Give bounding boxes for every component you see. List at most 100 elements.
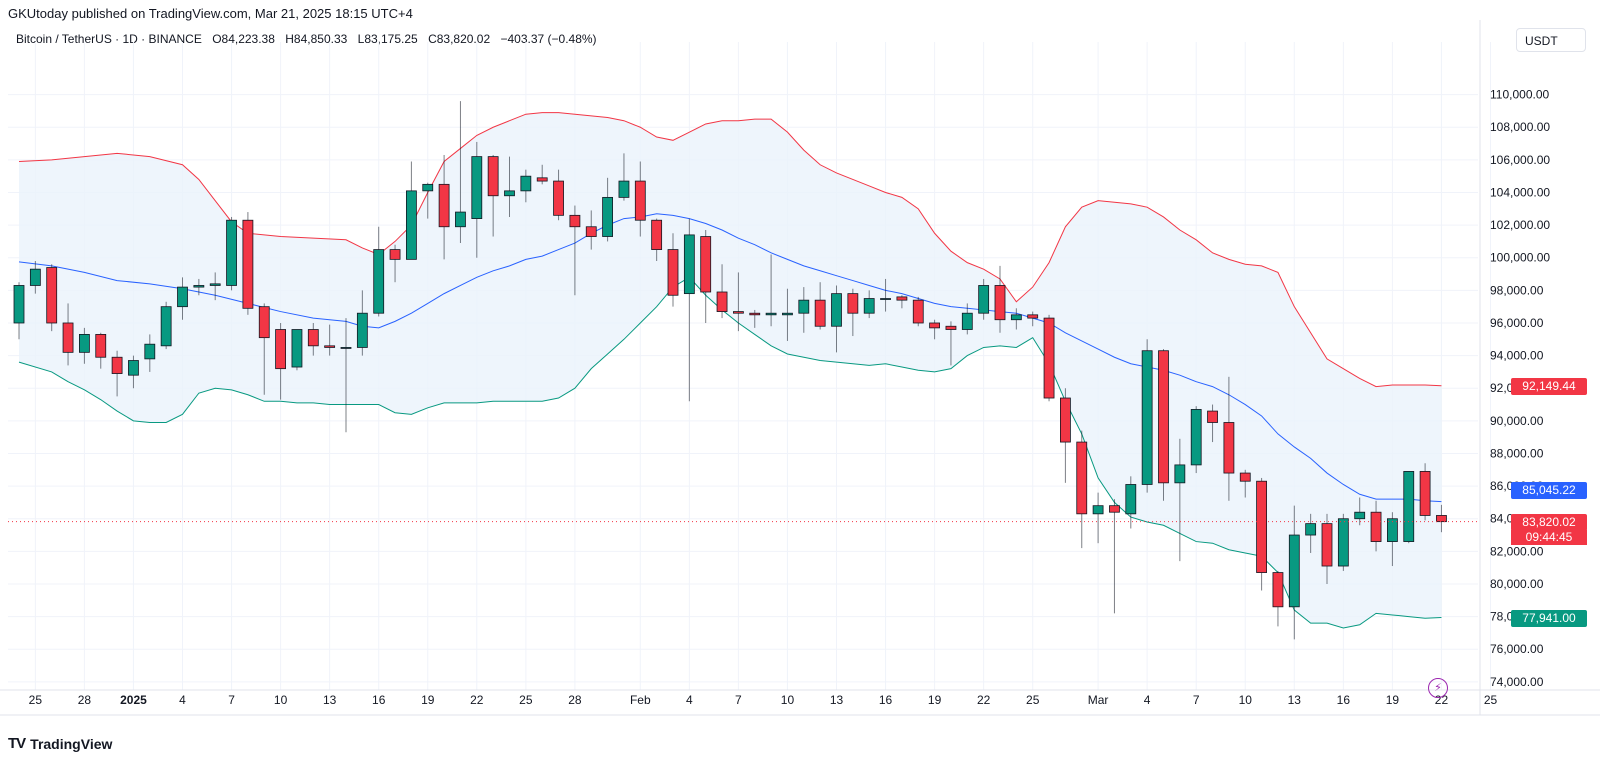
candle-body <box>733 311 744 314</box>
candle <box>29 261 41 294</box>
candle-body <box>782 312 793 316</box>
candle-body <box>1223 422 1235 474</box>
candle <box>340 318 352 433</box>
candle <box>716 264 728 319</box>
candle-body <box>1305 523 1317 536</box>
candle <box>1436 504 1447 533</box>
tradingview-brand[interactable]: TV TradingView <box>8 735 112 752</box>
candle-body <box>1256 480 1267 573</box>
candle-body <box>193 285 205 288</box>
x-tick-label: 28 <box>568 693 582 707</box>
candle-body <box>1076 441 1088 515</box>
candle <box>536 164 548 185</box>
candle-body <box>569 214 581 228</box>
candle <box>275 322 287 400</box>
candle <box>258 303 270 395</box>
ohlc-low: L83,175.25 <box>357 32 418 46</box>
candle-body <box>1043 317 1055 399</box>
candle <box>226 216 237 291</box>
candle-body <box>765 312 777 316</box>
symbol-legend[interactable]: Bitcoin / TetherUS · 1D · BINANCE O84,22… <box>16 32 604 46</box>
candle <box>847 288 859 337</box>
symbol-name[interactable]: Bitcoin / TetherUS · 1D · BINANCE <box>16 32 202 46</box>
candle <box>1190 406 1202 474</box>
x-tick-label: Feb <box>630 693 651 707</box>
currency-button[interactable]: USDT <box>1516 28 1586 52</box>
candle <box>831 285 842 353</box>
candle-body <box>1010 314 1022 321</box>
candle-body <box>128 360 139 376</box>
candle-body <box>144 343 156 360</box>
candle-body <box>1337 518 1349 567</box>
candle-body <box>275 329 287 370</box>
candle-body <box>1419 471 1431 516</box>
bollinger-band-fill <box>19 112 1442 629</box>
candle <box>128 355 139 389</box>
candle-body <box>667 249 679 296</box>
candle-body <box>13 285 25 324</box>
candle-body <box>1109 505 1120 513</box>
x-tick-label: 4 <box>179 693 186 707</box>
candle-body <box>814 299 826 327</box>
candle <box>242 212 254 315</box>
candle-body <box>62 322 74 353</box>
candle-body <box>520 175 532 192</box>
y-tick-label: 110,000.00 <box>1490 88 1549 102</box>
ohlc-close: C83,820.02 <box>428 32 491 46</box>
candle-body <box>831 293 842 327</box>
ohlc-change: −403.37 (−0.48%) <box>500 32 597 46</box>
candle <box>291 329 303 371</box>
upper-band-price-tag: 92,149.44 <box>1511 377 1587 395</box>
x-tick-label: 25 <box>1484 693 1498 707</box>
x-tick-label: 4 <box>686 693 693 707</box>
candle <box>765 254 777 327</box>
time-axis[interactable]: 25 28 2025 4 7 10 13 16 19 22 25 28 Feb 4 7 10 13 16 19 22 2… <box>0 689 1600 716</box>
tradingview-logo-icon: TV <box>8 735 26 752</box>
candle <box>487 154 499 237</box>
candle-body <box>880 298 891 300</box>
candle-body <box>847 293 859 314</box>
x-tick-label: 7 <box>228 693 235 707</box>
bb-middle-line <box>18 213 1442 503</box>
candle-body <box>1174 464 1186 484</box>
flash-icon[interactable]: ⚡ <box>1428 678 1448 698</box>
candle-body <box>1027 314 1039 319</box>
x-tick-label: 13 <box>323 693 337 707</box>
x-tick-label: 19 <box>421 693 435 707</box>
candle <box>1272 570 1284 627</box>
candle-body <box>716 291 728 312</box>
x-tick-label: 7 <box>735 693 742 707</box>
candle <box>733 272 744 332</box>
candle <box>438 154 450 260</box>
x-tick-label: 19 <box>928 693 942 707</box>
candle <box>814 282 826 330</box>
x-tick-label: 22 <box>470 693 484 707</box>
candle-body <box>504 190 515 197</box>
candle <box>1321 513 1333 584</box>
candle <box>455 101 466 244</box>
candle <box>1370 500 1382 552</box>
x-tick-label: 25 <box>29 693 43 707</box>
candle-body <box>160 306 172 347</box>
middle-band-price-tag: 85,045.22 <box>1511 482 1587 500</box>
candle-body <box>471 156 483 219</box>
candle <box>1223 376 1235 501</box>
y-tick-label: 102,000.00 <box>1490 218 1550 232</box>
candle <box>307 322 319 356</box>
x-tick-label: 25 <box>519 693 533 707</box>
candle-body <box>896 296 908 301</box>
candle <box>978 278 990 320</box>
x-tick-label: 7 <box>1193 693 1200 707</box>
x-tick-label: 4 <box>1144 693 1151 707</box>
candle <box>1027 311 1039 327</box>
candle <box>1158 349 1169 501</box>
candle <box>912 296 924 327</box>
candle <box>782 288 793 341</box>
candle-body <box>945 325 957 330</box>
candle <box>13 282 25 340</box>
candle-body <box>683 234 695 295</box>
candle <box>389 244 401 283</box>
candle <box>896 295 908 309</box>
candle-body <box>749 312 761 316</box>
